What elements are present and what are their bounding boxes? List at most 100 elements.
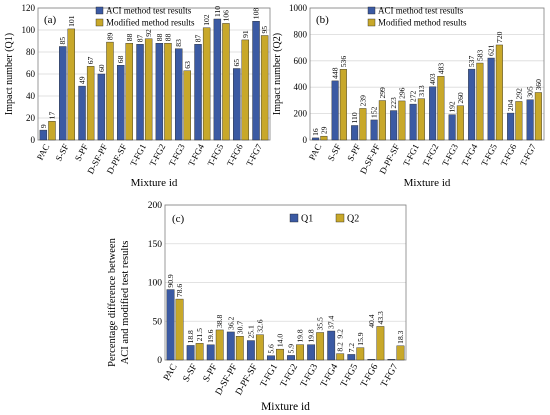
bar-series1	[246, 340, 255, 361]
bar-series2	[398, 100, 406, 141]
data-label: 95	[260, 26, 269, 34]
data-label: 49	[78, 76, 87, 84]
x-tick-label: S-SF	[182, 363, 200, 384]
data-label: 36.2	[226, 316, 235, 329]
data-label: 403	[428, 73, 437, 85]
y-tick-label: 0	[31, 135, 36, 145]
x-tick-label: T-FG6	[359, 362, 380, 389]
data-label: 83	[174, 39, 183, 47]
bar-series1	[448, 114, 456, 141]
y-tick-label: 80	[26, 47, 36, 57]
bar-series1	[186, 345, 195, 361]
data-label: 448	[331, 67, 340, 79]
x-tick-label: T-FG4	[460, 142, 480, 168]
plot-frame	[164, 204, 407, 361]
plot-frame	[309, 7, 545, 141]
x-axis-label: Mixture id	[131, 177, 178, 189]
x-tick-label: T-FG5	[479, 142, 499, 168]
bar-series1	[232, 68, 241, 141]
y-tick-label: 100	[22, 25, 36, 35]
legend-swatch	[335, 213, 345, 223]
data-label: 305	[526, 86, 535, 98]
data-label: 35.5	[316, 317, 325, 330]
data-label: 110	[350, 112, 359, 123]
data-label: 90.9	[166, 274, 175, 287]
x-tick-label: T-FG2	[147, 142, 167, 168]
y-axis-label: Impact number (Q1)	[4, 33, 15, 115]
data-label: 536	[339, 56, 348, 68]
data-label: 299	[378, 87, 387, 99]
data-label: 272	[409, 91, 418, 103]
data-label: 296	[397, 87, 406, 99]
data-label: 5.9	[287, 344, 296, 354]
data-label: 14.0	[275, 334, 284, 347]
data-label: 9.2	[336, 329, 345, 339]
x-tick-label: T-FG2	[279, 362, 300, 389]
legend-label: Modified method results	[106, 18, 195, 28]
bar-series1	[370, 119, 378, 141]
bar-series1	[387, 359, 396, 361]
bar-series1	[174, 48, 183, 141]
data-label: 88	[163, 33, 172, 41]
chart-panel-b: 0 200 400 600 800 1000 16 448 110 152 223 272 403 192…	[272, 3, 545, 189]
bar-series1	[331, 80, 339, 141]
y-tick-label: 150	[148, 240, 163, 250]
data-label: 87	[136, 35, 145, 43]
data-label: 17	[47, 112, 56, 120]
bar-series2	[195, 343, 204, 361]
x-tick-label: T-FG4	[186, 142, 206, 168]
bar-series1	[194, 44, 202, 141]
bar-series2	[276, 348, 284, 361]
bar-series2	[235, 336, 244, 361]
bar-series2	[215, 329, 224, 361]
y-tick-label: 120	[22, 3, 36, 13]
data-label: 63	[183, 61, 192, 69]
y-tick-label: 600	[294, 56, 308, 66]
plot-frame	[37, 7, 271, 141]
x-tick-label: T-FG5	[339, 362, 360, 389]
bar-series2	[320, 135, 328, 141]
data-label: 239	[358, 95, 367, 107]
y-tick-label: 1000	[289, 3, 308, 13]
bar-series1	[307, 344, 316, 361]
data-label: 101	[67, 15, 76, 27]
legend-label: Modified method results	[378, 18, 467, 28]
data-label: 360	[534, 79, 543, 91]
data-label: 88	[125, 33, 134, 41]
x-tick-label: T-FG7	[518, 142, 538, 168]
data-label: 720	[495, 31, 504, 43]
x-tick-label: S-PF	[202, 363, 220, 384]
y-tick-label: 800	[294, 29, 308, 39]
data-label: 313	[417, 85, 426, 97]
data-label: 16	[311, 128, 320, 136]
bar-series1	[390, 110, 398, 141]
bar-series1	[252, 21, 260, 141]
x-tick-label: T-FG3	[440, 142, 460, 168]
x-tick-label: T-FG2	[421, 142, 441, 168]
bar-series1	[39, 129, 48, 141]
x-axis-label: Mixture id	[404, 177, 451, 189]
data-label: 32.6	[255, 319, 264, 332]
data-label: 87	[194, 35, 203, 43]
bar-series2	[437, 76, 445, 141]
bar-series2	[241, 39, 250, 141]
x-tick-label: T-FG3	[299, 362, 320, 389]
bar-series1	[468, 68, 476, 141]
legend: Q1 Q2	[289, 213, 359, 225]
bar-series2	[144, 38, 153, 141]
data-label: 19.6	[206, 329, 215, 342]
bar-series2	[260, 35, 269, 141]
y-axis-label: Percentage difference between ACI and mod…	[107, 237, 131, 366]
data-label: 152	[370, 106, 379, 118]
bar-series1	[507, 112, 515, 141]
legend-swatch	[367, 18, 376, 27]
data-label: 65	[232, 59, 241, 67]
bar-series1	[327, 330, 336, 361]
y-tick-label: 0	[303, 135, 308, 145]
y-tick-label: 100	[148, 279, 163, 289]
data-label: 21.5	[195, 328, 204, 341]
bar-series2	[183, 70, 192, 141]
bar-series2	[476, 62, 484, 141]
data-label: 19.8	[296, 329, 305, 342]
